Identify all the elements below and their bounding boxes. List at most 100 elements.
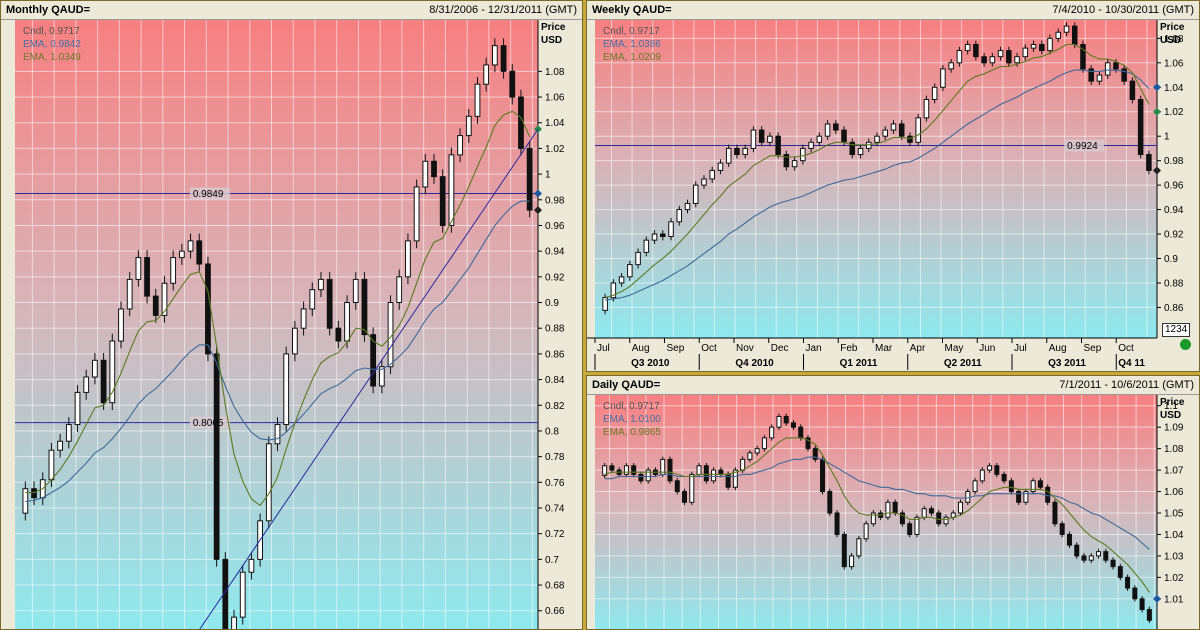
candle-body: [361, 278, 368, 336]
candle-body: [213, 353, 220, 560]
candle-body: [800, 147, 806, 162]
month-label: Aug: [1049, 343, 1067, 354]
weekly-candlestick-chart[interactable]: 0.86 0.88 0.9 0.92 0.94 0.96 0.98 1 1.02 1.04 1.06…: [587, 20, 1199, 372]
candle-body: [283, 353, 290, 426]
candle-body: [1063, 25, 1070, 33]
y-tick-label: 0.68: [545, 581, 565, 592]
month-label: Mar: [875, 343, 893, 354]
candle-body: [769, 426, 775, 439]
candle-body: [74, 391, 81, 426]
candle-body: [1104, 62, 1111, 76]
candle-body: [701, 178, 707, 186]
candle-body: [767, 135, 773, 143]
weekly-chart-panel[interactable]: Weekly QAUD= 7/4/2010 - 10/30/2011 (GMT)…: [586, 0, 1200, 372]
candle-body: [48, 449, 55, 481]
month-label: Sep: [1084, 343, 1102, 354]
legend-entry: Cndl, 0.9717: [23, 26, 80, 37]
y-tick-label: 1.06: [1164, 487, 1184, 498]
candle-body: [344, 302, 350, 342]
y-tick-label: 1.09: [1164, 423, 1184, 434]
candle-body: [335, 327, 342, 342]
y-tick-label: 1.01: [1164, 594, 1184, 605]
candle-body: [1030, 480, 1036, 493]
candle-body: [740, 458, 746, 471]
candle-body: [448, 154, 455, 226]
price-axis-background: [1157, 395, 1199, 629]
candle-body: [422, 160, 429, 188]
y-tick-label: 0.94: [545, 247, 565, 258]
status-indicator-icon[interactable]: [1180, 339, 1191, 350]
candle-body: [667, 458, 673, 482]
month-label: Aug: [632, 343, 650, 354]
monthly-candlestick-chart[interactable]: 0.66 0.68 0.7 0.72 0.74 0.76 0.78 0.8 0.82 0.84 0.…: [1, 20, 582, 630]
candle-body: [820, 458, 826, 493]
reference-line-label: 0.9849: [193, 189, 224, 200]
price-axis-title: Price: [1160, 397, 1185, 408]
candle-body: [798, 426, 804, 439]
reference-line-label: 0.8065: [193, 418, 224, 429]
reference-line-label-bg: [189, 416, 230, 429]
y-tick-label: 0.94: [1164, 205, 1184, 216]
month-label: Dec: [771, 343, 789, 354]
y-tick-label: 0.9: [1164, 254, 1178, 265]
candle-body: [717, 162, 724, 171]
candle-body: [623, 465, 629, 475]
y-tick-label: 1.1: [1164, 401, 1178, 412]
candle-body: [1045, 486, 1051, 503]
quarter-label: Q2 2011: [944, 358, 982, 369]
candle-body: [827, 491, 833, 514]
price-axis-unit: USD: [541, 35, 562, 46]
candle-body: [118, 308, 124, 342]
candle-body: [965, 491, 971, 503]
candle-body: [1139, 598, 1145, 611]
candle-body: [1071, 25, 1078, 45]
candle-body: [1037, 480, 1043, 488]
candle-body: [196, 240, 203, 265]
candle-body: [491, 45, 498, 66]
y-tick-label: 1.04: [1164, 530, 1184, 541]
candle-body: [824, 123, 831, 137]
ema-slow-line: [25, 200, 530, 503]
candle-body: [841, 533, 847, 568]
candle-body: [863, 523, 869, 540]
candle-body: [816, 135, 823, 143]
y-tick-label: 1.08: [1164, 34, 1184, 45]
price-axis-background: [538, 20, 582, 629]
candle-body: [921, 508, 927, 518]
candle-body: [958, 501, 964, 514]
y-tick-label: 1.06: [1164, 58, 1184, 69]
quarter-label: Q1 2011: [840, 358, 878, 369]
candle-body: [987, 465, 993, 471]
candle-body: [274, 424, 281, 445]
candle-body: [31, 488, 37, 499]
weekly-count-badge[interactable]: 1234: [1162, 323, 1191, 337]
weekly-title: Weekly QAUD=: [592, 4, 672, 16]
candle-body: [915, 117, 921, 143]
candle-body: [300, 308, 307, 329]
candle-body: [1023, 491, 1029, 503]
candle-body: [981, 56, 987, 64]
candle-body: [602, 465, 608, 476]
price-marker-icon: [1153, 594, 1161, 603]
quarter-label: Q4 2010: [735, 358, 774, 369]
candle-body: [1039, 43, 1045, 52]
candle-body: [997, 50, 1004, 58]
candle-body: [689, 473, 695, 503]
candle-body: [1137, 99, 1144, 156]
candle-body: [972, 480, 978, 493]
candle-body: [1110, 559, 1116, 568]
candle-body: [645, 469, 651, 482]
candle-body: [931, 86, 938, 101]
price-axis-title: Price: [541, 22, 566, 33]
price-axis-background: [1157, 20, 1199, 371]
daily-chart-panel[interactable]: Daily QAUD= 7/1/2011 - 10/6/2011 (GMT) 1…: [586, 375, 1200, 630]
candle-body: [291, 327, 298, 355]
candle-body: [205, 263, 211, 355]
candle-body: [92, 359, 98, 378]
y-tick-label: 0.72: [545, 529, 565, 540]
daily-candlestick-chart[interactable]: 1.01 1.02 1.03 1.04 1.05 1.06 1.07 1.08 1.09 1.1P…: [587, 395, 1199, 630]
candle-body: [1096, 74, 1103, 82]
month-label: Oct: [701, 343, 717, 354]
monthly-chart-panel[interactable]: Monthly QAUD= 8/31/2006 - 12/31/2011 (GM…: [0, 0, 583, 630]
candle-body: [885, 501, 891, 518]
